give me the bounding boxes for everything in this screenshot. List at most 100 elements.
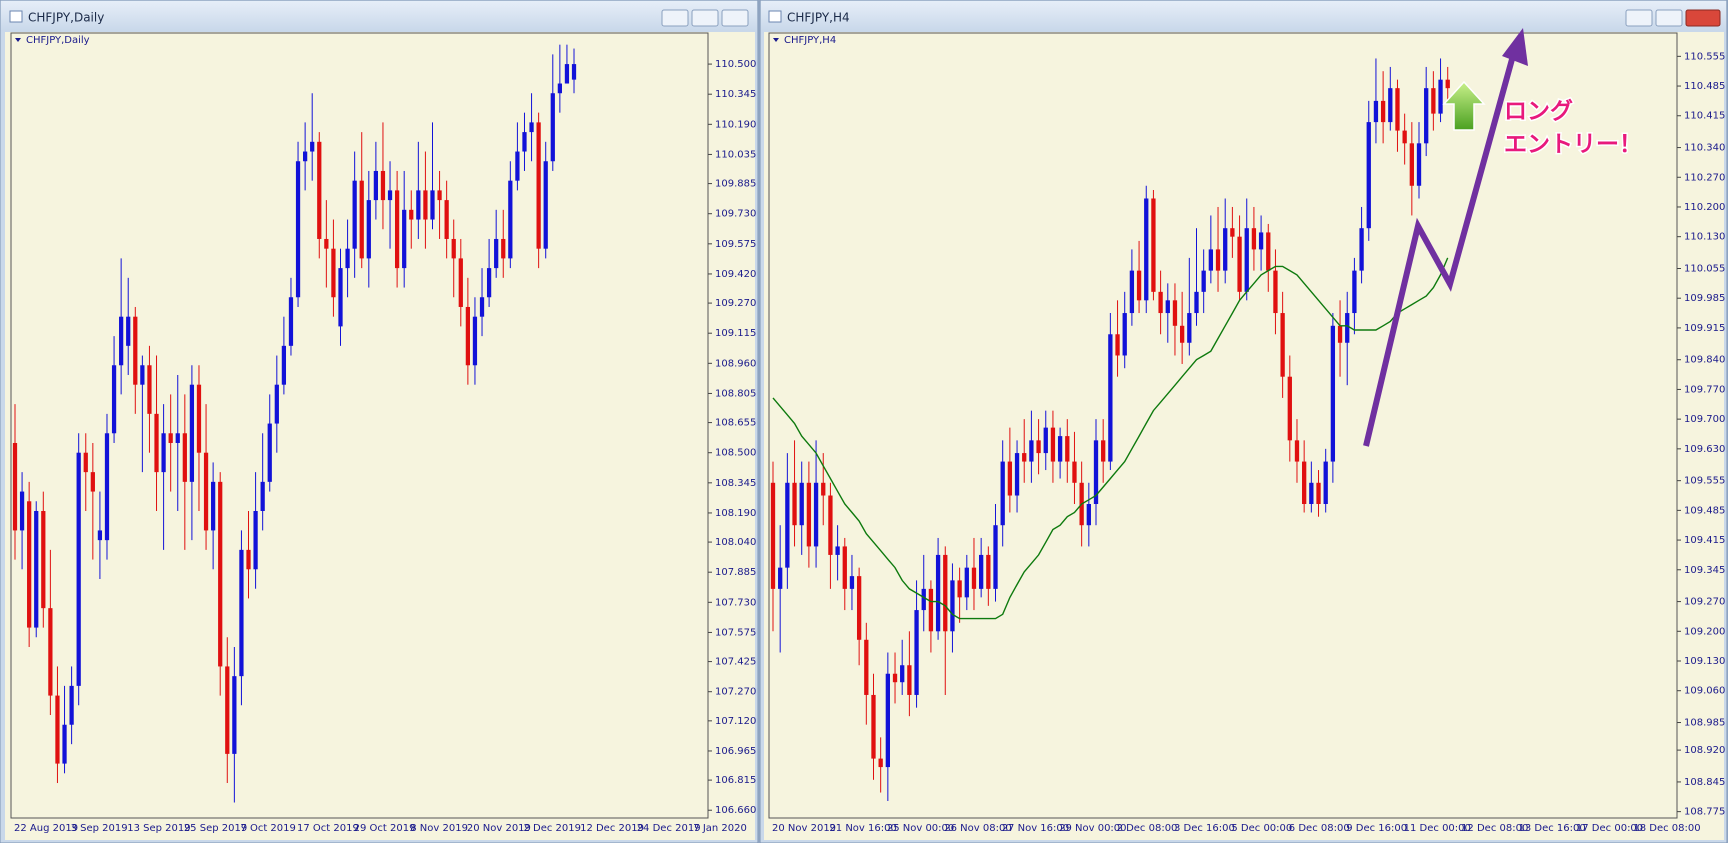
candle-body [133, 316, 138, 385]
x-tick-label: 29 Nov 00:00 [1059, 823, 1126, 834]
x-tick-label: 20 Nov 2019 [467, 823, 531, 834]
candle-body [97, 530, 103, 541]
x-tick-label: 22 Aug 2019 [14, 823, 78, 834]
candle-body [1065, 436, 1070, 462]
y-tick-label: 107.425 [715, 657, 756, 668]
window: CHFJPY,Daily CHFJPY,Daily [0, 0, 759, 843]
candle-body [943, 554, 948, 632]
trend-arrow [1363, 51, 1517, 447]
candle-body [821, 482, 826, 496]
candle-body [119, 316, 124, 366]
candle-body [189, 384, 195, 482]
x-tick-label: 29 Oct 2019 [354, 823, 416, 834]
candle-body [55, 695, 60, 764]
candle-body [472, 316, 478, 366]
candle-body [387, 190, 393, 201]
candle-body [813, 482, 819, 547]
y-tick-label: 109.270 [715, 298, 756, 309]
candle-body [1302, 461, 1307, 504]
window-icon [768, 10, 782, 23]
candle-body [1345, 313, 1350, 343]
trend-arrowhead [1502, 28, 1528, 66]
plots: 106.660 106.815 106.965 107.120 107.270 107.4… [12, 44, 1725, 834]
candle-body [267, 423, 272, 482]
candle-body [770, 482, 776, 589]
y-tick-label: 108.775 [1684, 807, 1725, 818]
minimize-button[interactable] [1625, 9, 1653, 27]
y-tick-label: 110.200 [1684, 202, 1725, 213]
candle-body [260, 481, 265, 511]
close-button[interactable] [1685, 9, 1721, 27]
candle-body [161, 433, 166, 473]
maximize-button[interactable] [1655, 9, 1683, 27]
y-tick-label: 108.985 [1684, 718, 1725, 729]
x-tick-label: 25 Nov 00:00 [887, 823, 954, 834]
candle-body [486, 268, 492, 298]
candle-body [380, 170, 386, 201]
title-bar [1, 1, 757, 31]
candle-body [1380, 100, 1386, 123]
candle-body [239, 549, 244, 677]
minimize-button[interactable] [661, 9, 689, 27]
maximize-button[interactable] [691, 9, 719, 27]
y-tick-label: 109.915 [1684, 323, 1725, 334]
candle-body [317, 141, 322, 239]
candle-body [1043, 427, 1048, 454]
candle-body [1424, 88, 1429, 144]
x-tick-label: 9 Dec 16:00 [1346, 823, 1407, 834]
y-tick-label: 109.485 [1684, 505, 1725, 516]
candle-body [430, 190, 435, 220]
candle-body [338, 268, 343, 327]
x-tick-label: 3 Dec 16:00 [1174, 823, 1235, 834]
candle-body [1072, 461, 1077, 483]
y-tick-label: 106.965 [715, 746, 756, 757]
candle-body [232, 676, 237, 754]
plot-frame [768, 32, 1678, 819]
candle-body [1014, 453, 1020, 496]
candle-body [828, 495, 833, 555]
candle-body [41, 510, 46, 609]
candle-body [288, 297, 294, 346]
x-tick-label: 25 Sep 2019 [184, 823, 247, 834]
x-tick-label: 7 Jan 2020 [693, 823, 747, 834]
candle-body [785, 482, 790, 568]
candle-body [253, 510, 258, 570]
candle-body [900, 665, 905, 683]
candle-body [1215, 249, 1221, 271]
y-tick-label: 110.270 [1684, 172, 1725, 183]
y-tick-label: 109.885 [715, 179, 756, 190]
candle-body [1029, 440, 1034, 462]
candle-body [1337, 325, 1343, 343]
candle-body [437, 190, 442, 201]
y-tick-label: 110.485 [1684, 81, 1725, 92]
y-tick-label: 110.190 [715, 119, 756, 130]
candle-body [842, 546, 847, 589]
y-tick-label: 109.985 [1684, 293, 1725, 304]
candle-body [494, 238, 499, 269]
candle-body [515, 151, 520, 181]
candle-body [1194, 291, 1199, 314]
candle-body [465, 306, 470, 366]
y-tick-label: 106.660 [715, 805, 756, 816]
candle-body [907, 665, 912, 695]
candle-body [993, 525, 998, 589]
candle-body [1251, 228, 1257, 250]
candle-body [281, 345, 287, 385]
y-tick-label: 109.060 [1684, 686, 1725, 697]
y-tick-label: 109.730 [715, 209, 756, 220]
candle-body [1388, 88, 1393, 123]
candle-body [543, 161, 548, 249]
candle-body [871, 694, 876, 759]
y-tick-label: 109.630 [1684, 444, 1725, 455]
candle-body [864, 639, 869, 695]
candle-body [1330, 325, 1336, 462]
annotation: エントリー！ [1504, 132, 1642, 158]
candle-body [1266, 232, 1271, 271]
candle-body [557, 83, 562, 94]
y-tick-label: 109.130 [1684, 656, 1725, 667]
candle-body [104, 433, 110, 541]
close-button[interactable] [721, 9, 749, 27]
candle-body [34, 510, 39, 628]
candle-body [1086, 504, 1091, 526]
y-tick-label: 110.055 [1684, 264, 1725, 275]
